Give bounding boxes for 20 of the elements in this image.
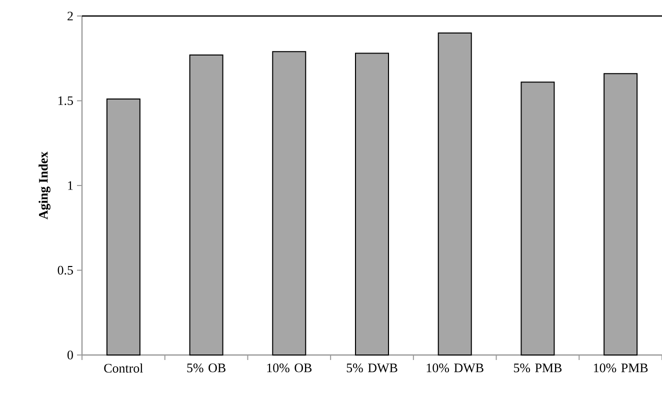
bar <box>189 54 224 356</box>
y-tick-label: 1.5 <box>58 96 73 106</box>
x-tick-label: 10% PMB <box>594 364 648 372</box>
bar <box>106 98 140 356</box>
y-tick-label: 0 <box>68 350 73 360</box>
y-axis-title: Aging Index <box>38 152 50 220</box>
y-tick-label: 2 <box>68 12 73 20</box>
x-tick-label: Control <box>104 364 143 373</box>
y-tick-label: 1 <box>68 181 73 190</box>
bar <box>604 73 638 356</box>
bar <box>272 51 306 356</box>
bar <box>355 52 389 356</box>
x-tick-label: 10% OB <box>267 364 312 372</box>
bar <box>438 32 472 356</box>
x-tick-label: 10% DWB <box>426 364 484 372</box>
x-tick-label: 5% DWB <box>346 364 398 372</box>
y-tick-label: 0.5 <box>58 266 73 275</box>
x-tick-label: 5% OB <box>187 364 226 372</box>
x-tick-label: 5% PMB <box>514 364 562 372</box>
bar <box>520 82 555 356</box>
